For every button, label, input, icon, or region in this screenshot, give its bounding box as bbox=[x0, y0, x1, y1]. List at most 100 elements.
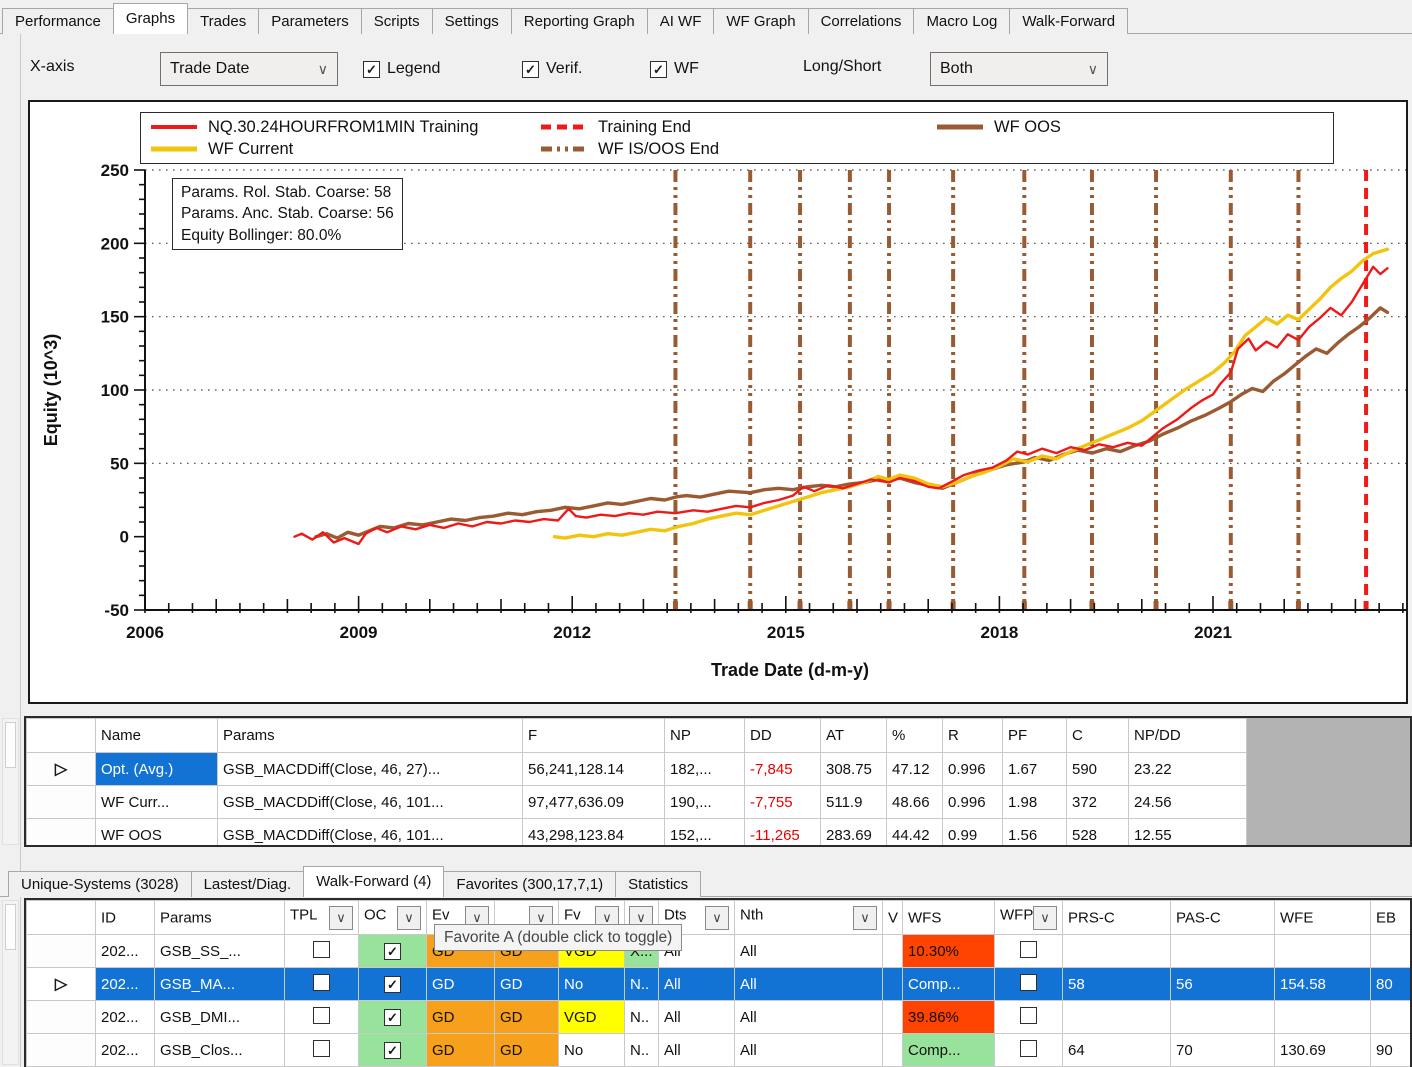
cell-f2[interactable]: N.. bbox=[624, 1000, 659, 1034]
tab-correlations[interactable]: Correlations bbox=[807, 8, 915, 34]
results-tab-walk-forward-4[interactable]: Walk-Forward (4) bbox=[303, 866, 445, 897]
cell-wfs[interactable]: Comp... bbox=[902, 1033, 995, 1067]
column-filter-dropdown[interactable]: ∨ bbox=[853, 905, 877, 930]
cell-dd[interactable]: -7,755 bbox=[744, 785, 821, 819]
cell-name[interactable]: Opt. (Avg.) bbox=[95, 752, 218, 786]
cell-dts[interactable]: All bbox=[658, 1000, 735, 1034]
cell-params[interactable]: GSB_MACDDiff(Close, 46, 101... bbox=[217, 818, 523, 845]
cell-tpl[interactable] bbox=[284, 1000, 359, 1034]
cell-fv[interactable]: VGD bbox=[558, 1000, 625, 1034]
tab-walk-forward[interactable]: Walk-Forward bbox=[1009, 8, 1129, 34]
column-header-pf[interactable]: PF bbox=[1002, 718, 1067, 753]
tab-graphs[interactable]: Graphs bbox=[112, 3, 189, 34]
column-filter-dropdown[interactable]: ∨ bbox=[397, 905, 421, 930]
cell-dts[interactable]: All bbox=[658, 967, 735, 1001]
cell-v[interactable] bbox=[882, 1033, 903, 1067]
cell-v[interactable] bbox=[882, 1000, 903, 1034]
cell-params[interactable]: GSB_MA... bbox=[154, 967, 285, 1001]
cell-tpl[interactable] bbox=[284, 934, 359, 968]
cell-pf[interactable]: 1.67 bbox=[1002, 752, 1067, 786]
cell-tpl[interactable] bbox=[284, 967, 359, 1001]
column-header-np-dd[interactable]: NP/DD bbox=[1128, 718, 1247, 753]
checkbox[interactable]: ✓ bbox=[384, 1008, 401, 1026]
cell-prs-c[interactable] bbox=[1062, 1000, 1171, 1034]
checkbox[interactable] bbox=[1020, 1006, 1037, 1024]
column-header-params[interactable]: Params bbox=[154, 900, 285, 935]
cell-pas-c[interactable] bbox=[1170, 1000, 1275, 1034]
results-tab-favorites-300-17-7-1[interactable]: Favorites (300,17,7,1) bbox=[443, 871, 617, 897]
tab-performance[interactable]: Performance bbox=[2, 8, 114, 34]
verif-checkbox[interactable]: ✓ bbox=[522, 60, 539, 78]
column-header-name[interactable]: Name bbox=[95, 718, 218, 753]
cell-wfe[interactable] bbox=[1274, 1000, 1371, 1034]
tab-macro-log[interactable]: Macro Log bbox=[913, 8, 1011, 34]
cell-fv[interactable]: No bbox=[558, 1033, 625, 1067]
cell-name[interactable]: WF Curr... bbox=[95, 785, 218, 819]
cell-eb[interactable]: 90 bbox=[1370, 1033, 1410, 1067]
table-row[interactable]: ▷ 202... GSB_MA... ✓ GD GD No N.. All All Comp... 5… bbox=[26, 967, 1410, 1001]
checkbox[interactable] bbox=[1020, 1039, 1037, 1057]
scrollbar-thumb[interactable] bbox=[5, 904, 16, 950]
row-selector[interactable] bbox=[26, 1000, 96, 1034]
column-header-r[interactable]: R bbox=[942, 718, 1003, 753]
column-header-wfp[interactable]: ∨ WFP bbox=[994, 900, 1063, 935]
cell-r[interactable]: 0.996 bbox=[942, 785, 1003, 819]
cell-ev[interactable]: GD bbox=[426, 967, 495, 1001]
results-tab-statistics[interactable]: Statistics bbox=[615, 871, 702, 897]
column-header-f[interactable]: F bbox=[522, 718, 665, 753]
cell-ev[interactable]: GD bbox=[426, 1033, 495, 1067]
cell-wfe[interactable] bbox=[1274, 934, 1371, 968]
table-row[interactable]: ▷ Opt. (Avg.) GSB_MACDDiff(Close, 46, 27).… bbox=[26, 752, 1410, 786]
cell-oc[interactable]: ✓ bbox=[358, 1033, 427, 1067]
cell-wfp[interactable] bbox=[994, 967, 1063, 1001]
column-header-eb[interactable]: EB bbox=[1370, 900, 1410, 935]
cell-prs-c[interactable]: 58 bbox=[1062, 967, 1171, 1001]
column-header-at[interactable]: AT bbox=[820, 718, 887, 753]
checkbox[interactable] bbox=[313, 1006, 330, 1024]
cell-f[interactable]: 56,241,128.14 bbox=[522, 752, 665, 786]
table-row[interactable]: 202... GSB_DMI... ✓ GD GD VGD N.. All All 39.86% bbox=[26, 1000, 1410, 1034]
checkbox[interactable] bbox=[1020, 973, 1037, 991]
cell-oc[interactable]: ✓ bbox=[358, 967, 427, 1001]
cell-prs-c[interactable]: 64 bbox=[1062, 1033, 1171, 1067]
cell-pas-c[interactable] bbox=[1170, 934, 1275, 968]
x-axis-select[interactable]: Trade Date ∨ bbox=[160, 52, 338, 86]
verif-checkbox-group[interactable]: ✓ Verif. bbox=[522, 58, 582, 80]
column-header-id[interactable]: ID bbox=[95, 900, 155, 935]
cell-at[interactable]: 511.9 bbox=[820, 785, 887, 819]
cell-oc[interactable]: ✓ bbox=[358, 1000, 427, 1034]
checkbox[interactable]: ✓ bbox=[384, 1041, 401, 1059]
cell-wfs[interactable]: Comp... bbox=[902, 967, 995, 1001]
cell-c[interactable]: 590 bbox=[1066, 752, 1129, 786]
row-selector[interactable] bbox=[26, 785, 96, 819]
column-header-oc[interactable]: ∨ OC bbox=[358, 900, 427, 935]
tab-settings[interactable]: Settings bbox=[431, 8, 512, 34]
table-row[interactable]: WF Curr... GSB_MACDDiff(Close, 46, 101...… bbox=[26, 785, 1410, 819]
row-selector[interactable] bbox=[26, 1033, 96, 1067]
cell-f2[interactable]: N.. bbox=[624, 967, 659, 1001]
table-row[interactable]: 202... GSB_Clos... ✓ GD GD No N.. All All Comp...… bbox=[26, 1033, 1410, 1067]
cell-ev[interactable]: GD bbox=[426, 1000, 495, 1034]
cell-name[interactable]: WF OOS bbox=[95, 818, 218, 845]
cell-params[interactable]: GSB_Clos... bbox=[154, 1033, 285, 1067]
cell-eb[interactable] bbox=[1370, 1000, 1410, 1034]
results-tab-lastest-diag[interactable]: Lastest/Diag. bbox=[190, 871, 305, 897]
legend-checkbox-group[interactable]: ✓ Legend bbox=[363, 58, 440, 80]
column-header-v[interactable]: V bbox=[882, 900, 903, 935]
column-header-np[interactable]: NP bbox=[664, 718, 745, 753]
cell-f1[interactable]: GD bbox=[494, 967, 559, 1001]
tab-wf-graph[interactable]: WF Graph bbox=[713, 8, 809, 34]
cell-c[interactable]: 528 bbox=[1066, 818, 1129, 845]
column-header-params[interactable]: Params bbox=[217, 718, 523, 753]
cell-nth[interactable]: All bbox=[734, 967, 883, 1001]
tab-ai-wf[interactable]: AI WF bbox=[646, 8, 715, 34]
column-header-prs-c[interactable]: PRS-C bbox=[1062, 900, 1171, 935]
cell-r[interactable]: 0.99 bbox=[942, 818, 1003, 845]
cell-dd[interactable]: -7,845 bbox=[744, 752, 821, 786]
cell-np-dd[interactable]: 23.22 bbox=[1128, 752, 1247, 786]
cell-id[interactable]: 202... bbox=[95, 1000, 155, 1034]
cell-nth[interactable]: All bbox=[734, 934, 883, 968]
cell-v[interactable] bbox=[882, 934, 903, 968]
column-header-nth[interactable]: ∨ Nth bbox=[734, 900, 883, 935]
row-selector[interactable]: ▷ bbox=[26, 967, 96, 1001]
